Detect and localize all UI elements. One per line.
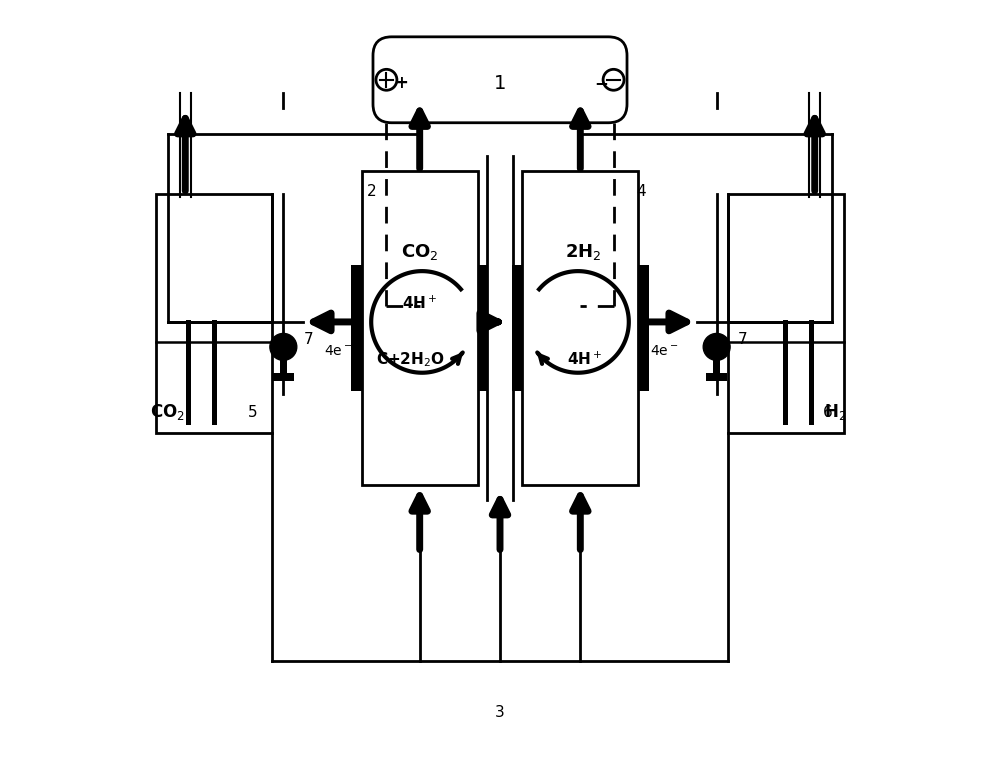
Bar <box>351 266 362 391</box>
Bar <box>273 373 294 380</box>
Bar <box>522 171 638 485</box>
Bar <box>362 171 478 485</box>
Bar <box>638 266 649 391</box>
Bar <box>783 320 788 425</box>
Text: 1: 1 <box>494 74 506 93</box>
Bar <box>512 266 522 391</box>
Text: 5: 5 <box>248 405 257 420</box>
Bar <box>706 373 727 380</box>
Text: 2H$_2$: 2H$_2$ <box>565 242 601 262</box>
Text: CO$_2$: CO$_2$ <box>150 402 185 422</box>
Text: +: + <box>394 74 408 92</box>
Text: 6: 6 <box>823 405 832 420</box>
Text: C+2H$_2$O: C+2H$_2$O <box>376 350 445 369</box>
Bar <box>487 156 513 500</box>
Text: 7: 7 <box>738 332 747 347</box>
Bar <box>809 320 814 425</box>
Text: 7: 7 <box>304 332 313 347</box>
Circle shape <box>703 333 730 360</box>
Text: 4: 4 <box>637 184 646 199</box>
Bar <box>186 320 191 425</box>
Text: H$_2$: H$_2$ <box>824 402 846 422</box>
Bar <box>280 347 287 373</box>
Bar <box>478 266 488 391</box>
Text: 4e$^-$: 4e$^-$ <box>650 344 679 358</box>
Text: −: − <box>595 74 609 92</box>
Text: 4H$^+$: 4H$^+$ <box>567 351 603 368</box>
Text: 3: 3 <box>495 705 505 721</box>
Bar <box>212 320 217 425</box>
Circle shape <box>270 333 297 360</box>
Text: 4e$^-$: 4e$^-$ <box>324 344 352 358</box>
FancyBboxPatch shape <box>373 37 627 123</box>
Text: 4H$^+$: 4H$^+$ <box>402 295 438 312</box>
Bar <box>156 194 272 433</box>
Text: CO$_2$: CO$_2$ <box>401 242 439 262</box>
Bar <box>713 347 720 373</box>
Bar <box>728 194 844 433</box>
Text: 2: 2 <box>367 184 377 199</box>
